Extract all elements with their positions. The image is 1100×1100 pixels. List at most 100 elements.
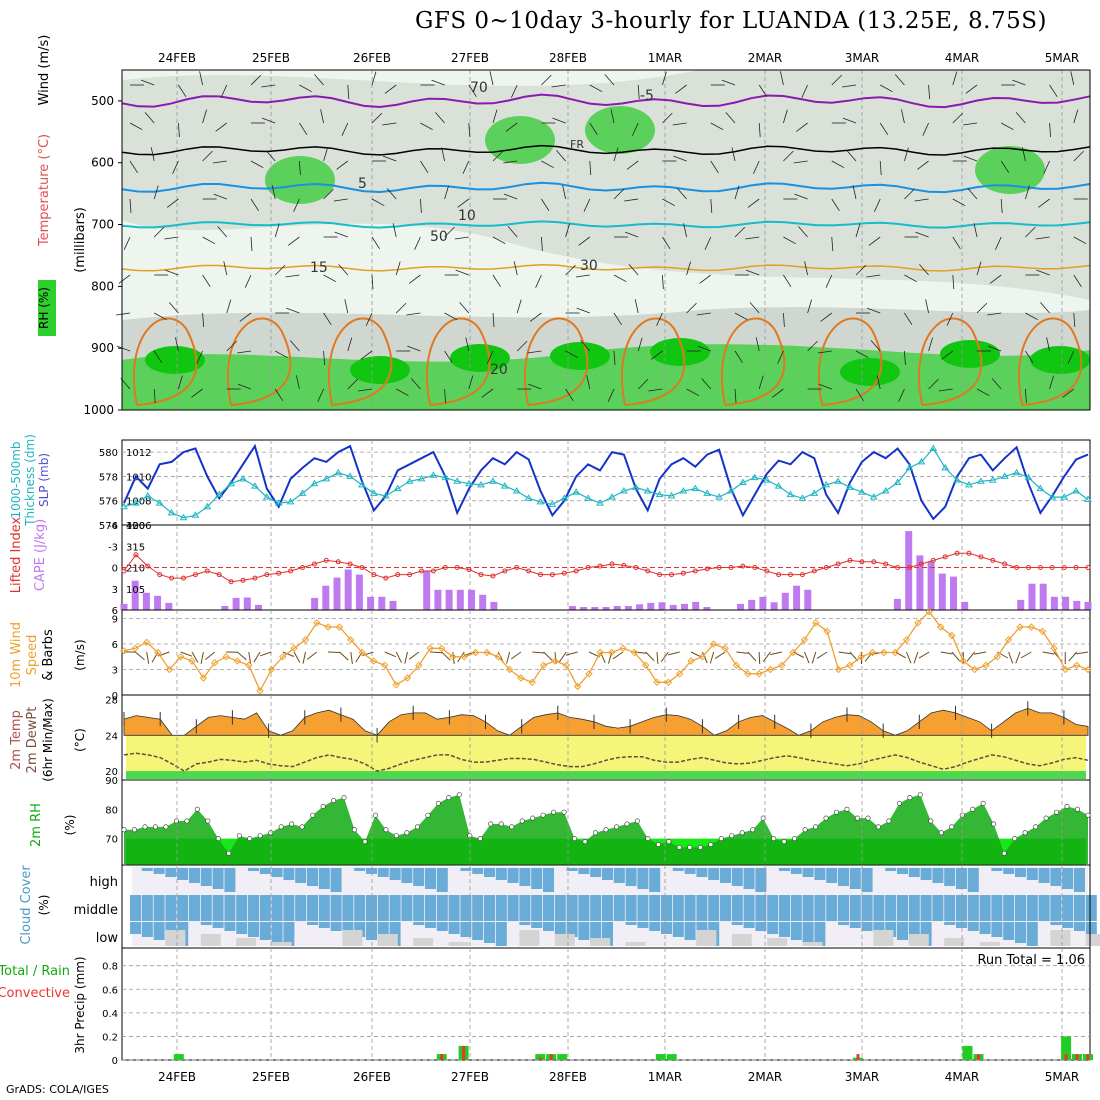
wind-marker-37 (539, 661, 548, 670)
rh-marker-62 (771, 836, 777, 842)
wind-marker-44 (619, 644, 627, 653)
thickness-marker-49 (703, 489, 712, 496)
wind-marker-48 (664, 678, 673, 687)
date-label-bottom-2: 26FEB (353, 1070, 391, 1084)
cape-bar-51 (692, 601, 700, 610)
rh-marker-27 (404, 830, 410, 836)
wind-barb-1-12 (420, 122, 433, 131)
wind-barb-2-8 (323, 147, 328, 162)
wind-barb-2-25 (731, 147, 736, 162)
precip-conv-bar-78 (977, 1054, 980, 1060)
cloud-bar-2-6 (200, 922, 212, 925)
cape-bar-22 (367, 596, 375, 610)
wind-barb-2-26 (753, 160, 760, 174)
cloud-bar-1-34 (531, 895, 543, 921)
rh-marker-48 (624, 821, 630, 827)
cloud-bar-2-71 (967, 922, 979, 931)
wind-barb-7-19 (580, 340, 591, 352)
precip-ytick-4: 0.8 (102, 962, 118, 973)
wind-marker-12 (256, 687, 264, 695)
cape-bar-32 (479, 594, 487, 610)
lifted-index-marker-27 (442, 565, 448, 570)
wind-barb-2-20 (613, 147, 619, 162)
cloud-bar-1-22 (389, 895, 401, 921)
rh-marker-50 (645, 836, 651, 842)
rh-marker-41 (551, 809, 557, 815)
cloud-bar-1-61 (849, 895, 861, 921)
surface-barb-6 (191, 651, 199, 663)
temp-contour-20-loop-6 (721, 317, 786, 406)
wind-barb-7-0 (116, 345, 131, 352)
wind-marker-16 (301, 636, 310, 644)
cloud-low-gray-3 (165, 930, 186, 946)
wind-marker-77 (993, 653, 1002, 661)
temp-yunit: (°C) (73, 728, 87, 752)
lifted-index-marker-59 (823, 565, 829, 570)
wind-barb-3-1 (153, 185, 159, 200)
wind-barb-5-17 (535, 274, 542, 288)
wind-barb-6-20 (613, 312, 622, 326)
wind-marker-26 (415, 661, 423, 670)
rh-marker-53 (676, 844, 682, 850)
cloud-bar-0-50 (720, 868, 731, 883)
cloud-ylabel: Cloud Cover (19, 865, 34, 945)
cloud-bar-2-73 (991, 922, 1003, 937)
wind-barb-3-33 (914, 198, 929, 202)
cape-bar-72 (927, 561, 935, 610)
precip-total-bar-38 (535, 1054, 546, 1060)
cloud-bar-1-16 (318, 895, 330, 921)
rh-marker-74 (896, 800, 902, 806)
thickness-line (123, 447, 1089, 519)
wind-barb-6-33 (925, 299, 929, 314)
cloud-bar-1-5 (189, 895, 200, 921)
cloud-bar-1-59 (826, 895, 838, 921)
wind-barb-7-15 (486, 350, 494, 364)
cape-bar-30 (456, 589, 464, 610)
lifted-index-marker-41 (609, 561, 615, 567)
wind-barb-8-29 (818, 383, 832, 390)
date-label-top-2: 26FEB (353, 51, 391, 65)
slp-ylabel-thickness-2: Thickness (dm) (23, 434, 37, 527)
lifted-index-marker-33 (514, 565, 520, 570)
lifted-index-marker-32 (502, 568, 508, 574)
cloud-yunit: (%) (37, 895, 51, 916)
lifted-index-marker-61 (847, 557, 853, 563)
wind-barb-2-14 (462, 160, 470, 174)
lifted-index-marker-38 (573, 568, 579, 574)
cloud-bar-0-47 (684, 868, 696, 874)
thickness-marker-36 (548, 500, 557, 507)
precip-conv-bar-39 (549, 1054, 553, 1060)
wind-marker-43 (607, 648, 616, 657)
li-ytick-3: 3 (112, 585, 118, 596)
wind-barb-8-12 (410, 378, 421, 390)
wind-barb-7-13 (444, 350, 453, 364)
wind-marker-76 (982, 661, 990, 670)
rh-moist-cell-7 (1030, 346, 1090, 374)
wind-barb-2-23 (673, 155, 687, 162)
run-total-label: Run Total = 1.06 (977, 953, 1085, 968)
wind-barb-0-37 (1012, 79, 1026, 86)
surface-barb-34 (506, 651, 511, 664)
wind-marker-59 (789, 648, 797, 657)
wind-barb-3-23 (677, 188, 687, 200)
surface-barb-39 (558, 651, 567, 663)
rh-marker-76 (917, 792, 923, 798)
surface-barb-54 (736, 651, 749, 654)
cloud-bar-1-32 (507, 895, 519, 921)
cloud-bar-1-44 (649, 895, 661, 921)
precip-total-bar-49 (655, 1054, 666, 1060)
temp-contour-20-loop-4 (524, 317, 589, 406)
cloud-bar-2-20 (366, 922, 377, 940)
cape-bar-47 (647, 602, 655, 610)
cloud-low-gray-78 (1050, 930, 1071, 946)
wind-marker-38 (551, 657, 559, 665)
wind-marker-7 (199, 674, 208, 682)
rh-marker-2 (142, 824, 148, 830)
cloud-bar-0-68 (932, 868, 944, 883)
surface-barb-24 (395, 651, 403, 663)
wind-barb-3-22 (662, 198, 675, 207)
surface-barb-56 (758, 651, 761, 665)
thickness-marker-1 (132, 499, 140, 506)
thickness-marker-21 (370, 489, 378, 496)
rh-marker-6 (184, 818, 190, 824)
